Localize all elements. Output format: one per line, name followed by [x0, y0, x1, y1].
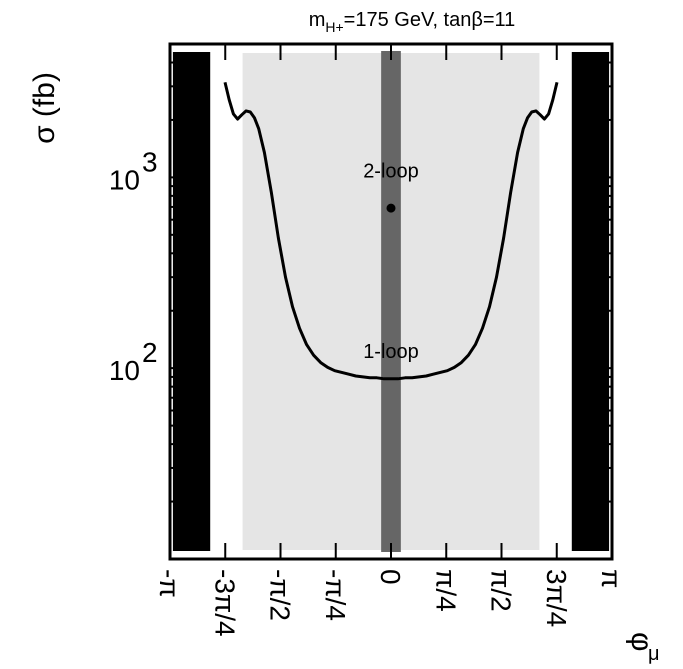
- title-subscript: H+: [325, 19, 343, 35]
- region-dark-band-3: [381, 51, 401, 552]
- title-suffix: =175 GeV, tanβ=11: [344, 9, 516, 31]
- x-tick-label-7: 3π/4: [541, 569, 572, 627]
- y-axis-label: σ (fb): [28, 72, 61, 144]
- x-tick-label-5: π/4: [430, 569, 461, 612]
- y-tick-label-0: 10: [109, 355, 140, 386]
- x-axis-symbol: φ: [625, 632, 658, 651]
- point-2-loop: [386, 203, 396, 213]
- x-tick-label-6: π/2: [486, 569, 517, 612]
- annotations: 2-loop 1-loop: [363, 160, 419, 363]
- region-excluded-black-1: [571, 52, 610, 551]
- curve-1-loop: [223, 81, 559, 381]
- y-tick-exponent-1: 3: [142, 146, 158, 177]
- x-tick-labels: -π -3π/4 -π/2 -π/4 0 π/4 π/2 3π/4 π: [154, 569, 627, 637]
- x-tick-label-3: -π/4: [320, 569, 351, 621]
- shaded-regions: [172, 51, 610, 552]
- x-tick-label-4: 0: [375, 569, 406, 585]
- x-tick-label-8: π: [596, 569, 627, 588]
- x-tick-label-2: -π/2: [265, 569, 296, 621]
- annotation-2-loop: 2-loop: [363, 160, 419, 182]
- x-tick-label-0: -π: [154, 569, 185, 598]
- y-tick-label-1: 10: [109, 164, 140, 195]
- x-tick-label-1: -3π/4: [209, 569, 240, 637]
- chart-title: mH+=175 GeV, tanβ=11: [309, 9, 516, 35]
- annotation-1-loop: 1-loop: [363, 341, 419, 363]
- x-axis-subscript: μ: [648, 643, 660, 665]
- y-tick-exponent-0: 2: [142, 337, 158, 368]
- x-axis-label: φ μ: [625, 632, 660, 665]
- region-excluded-black-0: [172, 52, 211, 551]
- tick-marks: [169, 43, 613, 560]
- curves: [223, 81, 559, 381]
- title-prefix: m: [309, 9, 326, 31]
